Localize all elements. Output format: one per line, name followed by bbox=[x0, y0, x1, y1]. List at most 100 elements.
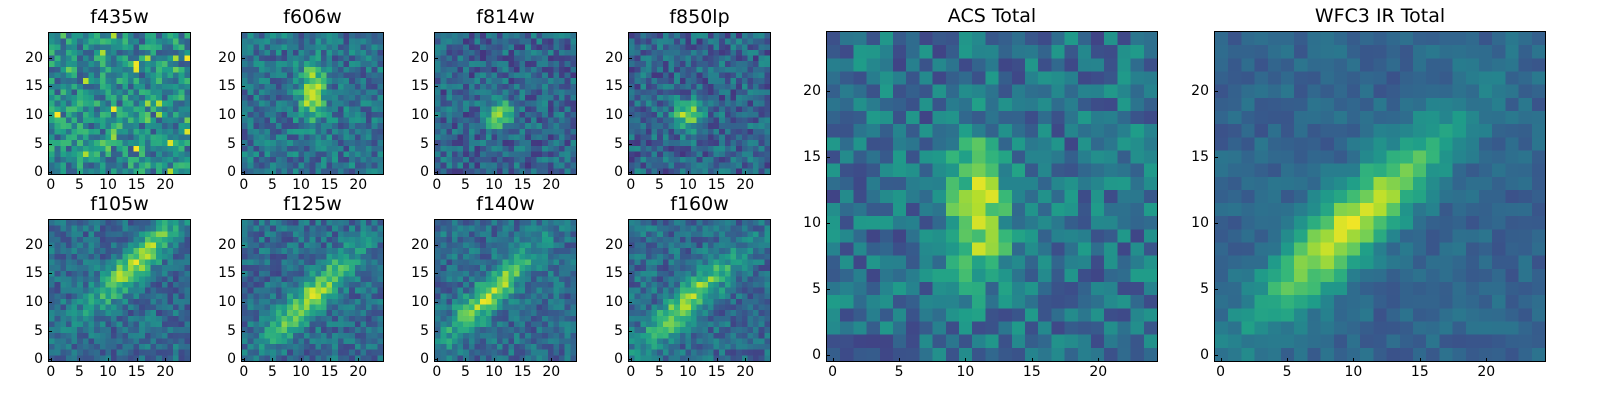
heatmap bbox=[241, 219, 384, 362]
y-tick-mark bbox=[826, 156, 830, 158]
y-tick-label: 15 bbox=[1191, 148, 1209, 165]
x-tick-label: 5 bbox=[460, 177, 470, 193]
y-tick-label: 15 bbox=[25, 78, 43, 95]
y-tick-mark bbox=[628, 244, 632, 246]
x-tick-mark bbox=[108, 171, 110, 175]
heatmap bbox=[1214, 31, 1546, 362]
x-tick-mark bbox=[1098, 358, 1100, 362]
y-tick-label: 0 bbox=[614, 164, 623, 181]
x-tick-label: 20 bbox=[1477, 364, 1496, 380]
x-tick-label: 0 bbox=[239, 177, 249, 193]
y-tick-mark bbox=[241, 86, 245, 88]
x-tick-label: 20 bbox=[736, 177, 755, 193]
y-tick-mark bbox=[241, 114, 245, 116]
y-tick-label: 15 bbox=[411, 265, 429, 282]
y-tick-mark bbox=[241, 330, 245, 332]
x-tick-label: 15 bbox=[707, 364, 726, 380]
x-tick-label: 20 bbox=[542, 364, 561, 380]
y-tick-label: 15 bbox=[25, 265, 43, 282]
x-tick-label: 5 bbox=[267, 177, 277, 193]
y-tick-label: 10 bbox=[218, 293, 236, 310]
panel-title: ACS Total bbox=[947, 5, 1037, 27]
y-tick-label: 0 bbox=[227, 164, 236, 181]
y-tick-label: 10 bbox=[605, 106, 623, 123]
y-tick-label: 10 bbox=[411, 293, 429, 310]
x-tick-mark bbox=[272, 171, 274, 175]
x-tick-mark bbox=[272, 358, 274, 362]
panel-title: f105w bbox=[90, 193, 149, 215]
y-tick-label: 0 bbox=[227, 351, 236, 368]
y-tick-mark bbox=[241, 359, 245, 361]
x-tick-label: 0 bbox=[432, 364, 442, 380]
x-tick-label: 5 bbox=[654, 364, 664, 380]
y-tick-label: 5 bbox=[34, 135, 43, 152]
heatmap bbox=[628, 219, 771, 362]
y-tick-label: 10 bbox=[25, 293, 43, 310]
x-tick-label: 15 bbox=[513, 364, 532, 380]
x-tick-label: 0 bbox=[46, 177, 56, 193]
x-tick-mark bbox=[79, 358, 81, 362]
y-tick-mark bbox=[1214, 90, 1218, 92]
panel-title: f435w bbox=[90, 6, 149, 28]
x-tick-label: 5 bbox=[1282, 364, 1292, 380]
y-tick-mark bbox=[434, 330, 438, 332]
y-tick-label: 20 bbox=[25, 49, 43, 66]
panel-title: f606w bbox=[283, 6, 342, 28]
x-tick-mark bbox=[745, 358, 747, 362]
x-tick-label: 15 bbox=[513, 177, 532, 193]
x-tick-mark bbox=[465, 171, 467, 175]
x-tick-mark bbox=[1419, 358, 1421, 362]
x-tick-label: 0 bbox=[239, 364, 249, 380]
y-tick-label: 15 bbox=[411, 78, 429, 95]
y-tick-label: 15 bbox=[218, 265, 236, 282]
y-tick-label: 20 bbox=[411, 49, 429, 66]
x-tick-mark bbox=[965, 358, 967, 362]
x-tick-label: 20 bbox=[736, 364, 755, 380]
x-tick-label: 5 bbox=[74, 177, 84, 193]
x-tick-label: 5 bbox=[654, 177, 664, 193]
x-tick-label: 5 bbox=[74, 364, 84, 380]
x-tick-label: 10 bbox=[99, 177, 117, 193]
y-tick-label: 5 bbox=[34, 322, 43, 339]
x-tick-mark bbox=[136, 358, 138, 362]
x-tick-label: 15 bbox=[320, 177, 339, 193]
y-tick-label: 5 bbox=[420, 322, 429, 339]
y-tick-label: 20 bbox=[605, 49, 623, 66]
x-tick-label: 20 bbox=[1089, 364, 1108, 380]
y-tick-label: 5 bbox=[420, 135, 429, 152]
x-tick-mark bbox=[899, 358, 901, 362]
y-tick-label: 0 bbox=[34, 351, 43, 368]
x-tick-mark bbox=[716, 358, 718, 362]
y-tick-mark bbox=[241, 57, 245, 59]
y-tick-mark bbox=[241, 273, 245, 275]
y-tick-label: 15 bbox=[218, 78, 236, 95]
x-tick-mark bbox=[358, 171, 360, 175]
y-tick-label: 0 bbox=[420, 351, 429, 368]
x-tick-label: 10 bbox=[679, 177, 697, 193]
y-tick-label: 0 bbox=[1200, 347, 1209, 364]
y-tick-mark bbox=[1214, 156, 1218, 158]
x-tick-label: 20 bbox=[156, 364, 175, 380]
x-tick-mark bbox=[136, 171, 138, 175]
y-tick-mark bbox=[628, 359, 632, 361]
y-tick-mark bbox=[434, 172, 438, 174]
y-tick-label: 20 bbox=[803, 82, 821, 99]
y-tick-label: 10 bbox=[25, 106, 43, 123]
x-tick-mark bbox=[659, 358, 661, 362]
x-tick-label: 0 bbox=[432, 177, 442, 193]
y-tick-mark bbox=[48, 301, 52, 303]
y-tick-label: 10 bbox=[803, 214, 821, 231]
x-tick-mark bbox=[358, 358, 360, 362]
y-tick-label: 20 bbox=[218, 236, 236, 253]
heatmap bbox=[434, 219, 577, 362]
x-tick-mark bbox=[494, 358, 496, 362]
y-tick-label: 15 bbox=[605, 78, 623, 95]
x-tick-mark bbox=[688, 358, 690, 362]
y-tick-label: 20 bbox=[411, 236, 429, 253]
y-tick-mark bbox=[628, 143, 632, 145]
x-tick-label: 15 bbox=[320, 364, 339, 380]
x-tick-mark bbox=[301, 358, 303, 362]
x-tick-mark bbox=[745, 171, 747, 175]
heatmap bbox=[241, 32, 384, 175]
y-tick-mark bbox=[628, 172, 632, 174]
